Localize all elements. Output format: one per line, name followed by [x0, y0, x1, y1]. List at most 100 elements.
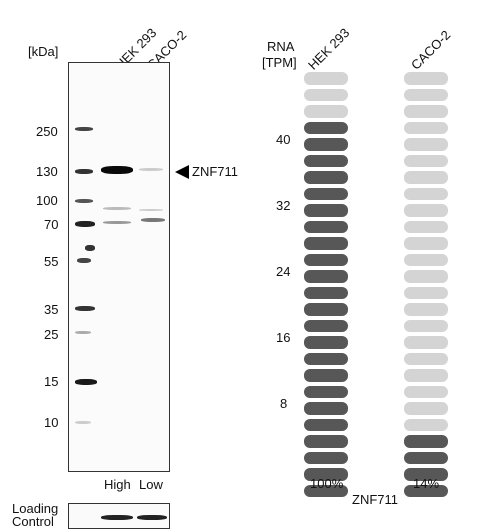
ladder-band [75, 421, 91, 424]
ladder-band [75, 331, 91, 334]
rna-bar-segment-hek293 [304, 286, 348, 300]
loading-control-band-hek293 [101, 515, 133, 520]
tpm-tick-16: 16 [276, 330, 291, 345]
ladder-band [75, 221, 95, 227]
hek293-faint-band [103, 221, 131, 224]
rna-bar-segment-hek293 [304, 418, 348, 432]
rna-bar-segment-hek293 [304, 468, 348, 481]
rna-bar-segment-caco2 [404, 72, 448, 85]
tpm-tick-32: 32 [276, 198, 291, 213]
rna-percentage-caco2: 14% [413, 476, 440, 491]
ladder-band [75, 199, 93, 203]
rna-bar-segment-caco2 [404, 385, 448, 399]
rna-bar-segment-hek293 [304, 402, 348, 415]
rna-bar-segment-hek293 [304, 204, 348, 217]
marker-label-35: 35 [44, 302, 59, 317]
marker-label-100: 100 [36, 193, 58, 208]
hek293-faint-band [103, 207, 131, 210]
rna-bar-segment-hek293 [304, 336, 348, 349]
ladder-band [75, 169, 93, 174]
rna-bar-segment-hek293 [304, 451, 348, 465]
loading-control-label-line2: Control [12, 514, 54, 529]
rna-cell-line-caco2: CACO-2 [408, 27, 454, 73]
rna-bar-segment-caco2 [404, 484, 448, 498]
rna-bar-segment-caco2 [404, 303, 448, 316]
marker-label-25: 25 [44, 327, 59, 342]
marker-label-10: 10 [44, 415, 59, 430]
rna-bar-segment-hek293 [304, 237, 348, 250]
target-protein-label: ZNF711 [192, 164, 238, 179]
rna-bar-segment-caco2 [404, 138, 448, 151]
rna-bar-segment-hek293 [304, 484, 348, 498]
rna-bar-segment-caco2 [404, 105, 448, 118]
rna-bar-segment-caco2 [404, 154, 448, 168]
rna-bar-segment-caco2 [404, 418, 448, 432]
loading-control-blot [68, 503, 170, 529]
rna-bar-segment-hek293 [304, 121, 348, 135]
rna-bar-segment-hek293 [304, 253, 348, 267]
western-blot-image [68, 62, 170, 472]
rna-bar-segment-hek293 [304, 105, 348, 118]
rna-bar-segment-caco2 [404, 435, 448, 448]
rna-bar-segment-hek293 [304, 72, 348, 85]
rna-bar-segment-caco2 [404, 121, 448, 135]
rna-bar-segment-hek293 [304, 187, 348, 201]
marker-label-250: 250 [36, 124, 58, 139]
rna-gene-label: ZNF711 [352, 492, 398, 507]
tpm-tick-24: 24 [276, 264, 291, 279]
rna-bar-segment-hek293 [304, 352, 348, 366]
lane-expression-low: Low [139, 477, 163, 492]
rna-bar-segment-hek293 [304, 171, 348, 184]
rna-bar-segment-hek293 [304, 220, 348, 234]
rna-bar-segment-caco2 [404, 286, 448, 300]
rna-bar-segment-hek293 [304, 319, 348, 333]
rna-bar-column-caco2 [404, 72, 448, 498]
tpm-tick-40: 40 [276, 132, 291, 147]
rna-cell-line-hek293: HEK 293 [305, 25, 353, 73]
rna-bar-segment-caco2 [404, 237, 448, 250]
rna-percentage-hek293: 100% [310, 476, 344, 491]
kda-unit-label: [kDa] [28, 44, 59, 59]
rna-bar-segment-caco2 [404, 270, 448, 283]
rna-bar-segment-caco2 [404, 220, 448, 234]
caco2-target-band [139, 168, 163, 171]
lane-expression-high: High [104, 477, 131, 492]
rna-bar-segment-hek293 [304, 385, 348, 399]
rna-bar-segment-hek293 [304, 88, 348, 102]
ladder-band [85, 245, 95, 251]
ladder-band [77, 258, 91, 263]
rna-bar-segment-hek293 [304, 303, 348, 316]
rna-bar-segment-hek293 [304, 270, 348, 283]
marker-label-55: 55 [44, 254, 59, 269]
ladder-band [75, 379, 97, 385]
caco2-band [141, 218, 165, 222]
rna-bar-segment-caco2 [404, 319, 448, 333]
rna-bar-segment-caco2 [404, 187, 448, 201]
rna-bar-segment-caco2 [404, 402, 448, 415]
rna-bar-segment-caco2 [404, 204, 448, 217]
rna-bar-segment-caco2 [404, 451, 448, 465]
rna-bar-segment-hek293 [304, 435, 348, 448]
rna-header-line2: [TPM] [262, 55, 297, 70]
rna-bar-segment-hek293 [304, 369, 348, 382]
rna-bar-segment-hek293 [304, 138, 348, 151]
rna-bar-segment-caco2 [404, 352, 448, 366]
rna-bar-column-hek293 [304, 72, 348, 498]
loading-control-band-caco2 [137, 515, 167, 520]
rna-bar-segment-caco2 [404, 88, 448, 102]
ladder-band [75, 306, 95, 311]
loading-control-label-line1: Loading [12, 501, 59, 516]
target-arrow-icon [175, 165, 189, 179]
hek293-target-band [101, 166, 133, 174]
rna-bar-segment-hek293 [304, 154, 348, 168]
marker-label-130: 130 [36, 164, 58, 179]
tpm-tick-8: 8 [280, 396, 288, 411]
ladder-band [75, 127, 93, 131]
marker-label-70: 70 [44, 217, 59, 232]
rna-bar-segment-caco2 [404, 171, 448, 184]
rna-bar-segment-caco2 [404, 336, 448, 349]
caco2-faint-band [139, 209, 163, 211]
rna-bar-segment-caco2 [404, 468, 448, 481]
rna-bar-segment-caco2 [404, 369, 448, 382]
rna-bar-segment-caco2 [404, 253, 448, 267]
